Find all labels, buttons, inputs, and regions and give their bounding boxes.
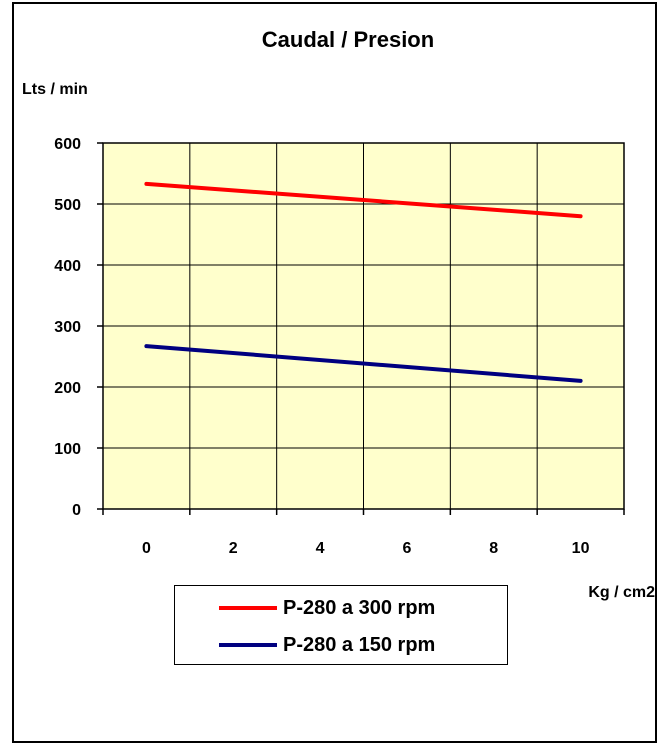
y-tick-label: 500 xyxy=(54,197,81,214)
legend: P-280 a 300 rpm P-280 a 150 rpm xyxy=(174,585,508,665)
x-tick-label: 0 xyxy=(142,540,151,557)
series-line xyxy=(144,344,583,383)
y-tick-label: 100 xyxy=(54,441,81,458)
x-axis-label: Kg / cm2 xyxy=(588,584,655,601)
y-tick-label: 200 xyxy=(54,380,81,397)
legend-label: P-280 a 150 rpm xyxy=(283,633,436,656)
legend-item: P-280 a 150 rpm xyxy=(175,630,435,660)
y-tick-label: 400 xyxy=(54,258,81,275)
y-axis-label: Lts / min xyxy=(22,81,88,98)
legend-label: P-280 a 300 rpm xyxy=(283,596,436,619)
x-tick-label: 10 xyxy=(572,540,590,557)
x-tick-label: 8 xyxy=(489,540,498,557)
y-tick-label: 300 xyxy=(54,319,81,336)
x-tick-label: 6 xyxy=(402,540,411,557)
x-tick-label: 2 xyxy=(229,540,238,557)
chart-title: Caudal / Presion xyxy=(262,27,434,52)
legend-swatch xyxy=(219,643,277,647)
y-tick-label: 0 xyxy=(72,502,81,519)
y-tick-label: 600 xyxy=(54,136,81,153)
legend-item: P-280 a 300 rpm xyxy=(175,593,435,623)
x-tick-label: 4 xyxy=(316,540,325,557)
legend-swatch xyxy=(219,606,277,610)
series-line xyxy=(144,181,583,219)
